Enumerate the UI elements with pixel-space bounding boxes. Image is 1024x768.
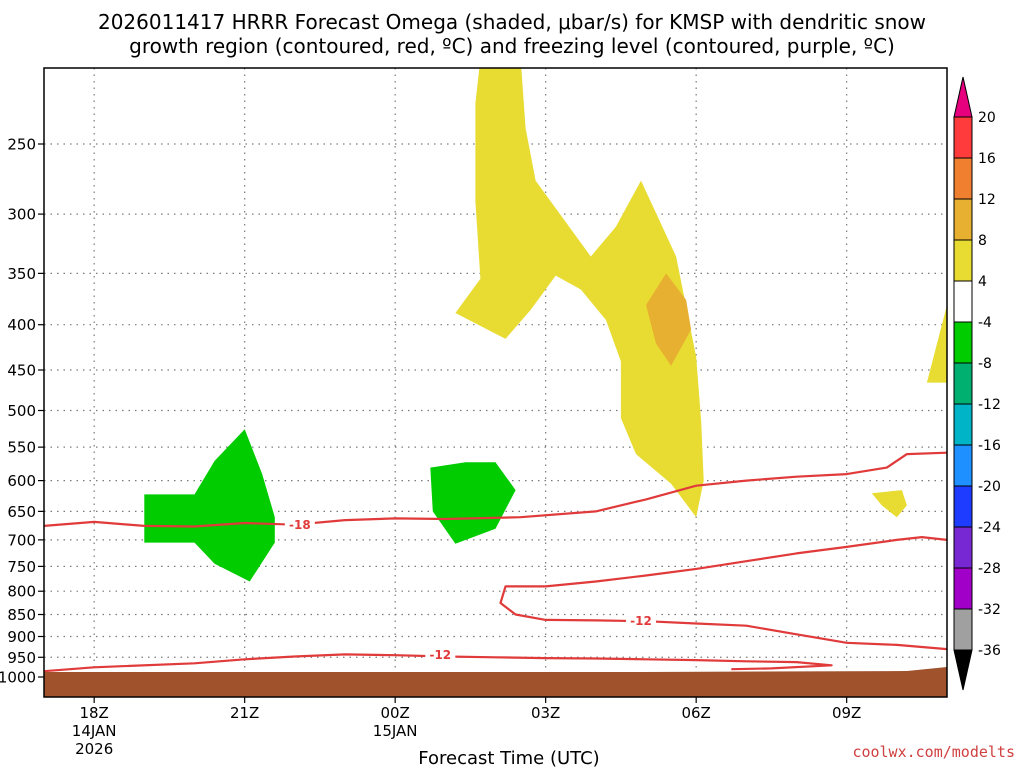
- x-tick-label-09Z: 09Z: [832, 704, 861, 722]
- y-tick-label-400: 400: [7, 316, 36, 334]
- colorbar-label-2: 12: [978, 192, 996, 208]
- x-tick-label-00Z: 00Z: [380, 704, 409, 722]
- x-tick-label-18Z: 18Z: [79, 704, 108, 722]
- contour-label-0: -18: [289, 518, 311, 532]
- contour-label-1: -12: [630, 614, 652, 628]
- colorbar-label-11: -28: [978, 561, 1001, 577]
- x-tick-year-18Z: 2026: [75, 740, 113, 758]
- contour-label-bg-0: [284, 516, 315, 532]
- x-tick-date-00Z: 15JAN: [373, 722, 418, 740]
- colorbar: 20 16 12 8 4 -4 -8 -12 -16 -20 -24 -28 -32 -36: [953, 76, 1001, 691]
- y-tick-label-750: 750: [7, 558, 36, 576]
- colorbar-segment-10: [953, 526, 973, 569]
- y-tick-label-300: 300: [7, 206, 36, 224]
- colorbar-label-6: -8: [978, 356, 992, 372]
- colorbar-label-1: 16: [978, 151, 996, 167]
- colorbar-label-4: 4: [978, 274, 987, 290]
- colorbar-segment-4: [953, 280, 973, 323]
- y-tick-label-950: 950: [7, 649, 36, 667]
- plot-frame: [43, 67, 948, 698]
- colorbar-label-7: -12: [978, 397, 1001, 413]
- y-tick-label-450: 450: [7, 361, 36, 379]
- upward-motion-core: [646, 273, 692, 366]
- chart-title-line-2: growth region (contoured, red, ºC) and f…: [129, 34, 895, 58]
- x-tick-label-06Z: 06Z: [681, 704, 710, 722]
- omega-shading: [144, 68, 947, 582]
- colorbar-label-13: -36: [978, 643, 1001, 659]
- y-tick-label-600: 600: [7, 472, 36, 490]
- colorbar-segment-1: [953, 157, 973, 200]
- colorbar-top-arrow: [953, 76, 973, 118]
- x-tick-label-21Z: 21Z: [230, 704, 259, 722]
- upward-motion-small: [871, 490, 907, 518]
- colorbar-segment-9: [953, 485, 973, 528]
- ground-surface: [44, 667, 947, 697]
- colorbar-label-3: 8: [978, 233, 987, 249]
- temperature-contour-1: [499, 535, 947, 651]
- temperature-contour-2: [44, 653, 833, 673]
- colorbar-label-5: -4: [978, 315, 992, 331]
- x-tick-date-18Z: 14JAN: [72, 722, 117, 740]
- y-tick-label-1000: 1000: [0, 669, 36, 687]
- colorbar-label-10: -24: [978, 520, 1001, 536]
- y-tick-label-850: 850: [7, 606, 36, 624]
- colorbar-label-9: -20: [978, 479, 1001, 495]
- sinking-motion-1: [144, 429, 275, 582]
- y-tick-label-800: 800: [7, 583, 36, 601]
- y-tick-label-900: 900: [7, 628, 36, 646]
- colorbar-segment-5: [953, 321, 973, 364]
- y-tick-label-500: 500: [7, 402, 36, 420]
- sinking-motion-2: [430, 462, 516, 544]
- contour-label-2: -12: [429, 648, 451, 662]
- contour-label-bg-2: [425, 646, 456, 662]
- colorbar-label-0: 20: [978, 110, 996, 126]
- upward-motion-main: [455, 68, 704, 518]
- y-tick-label-250: 250: [7, 136, 36, 154]
- colorbar-segment-8: [953, 444, 973, 487]
- upward-motion-right: [926, 305, 947, 383]
- colorbar-label-8: -16: [978, 438, 1001, 454]
- y-tick-label-650: 650: [7, 503, 36, 521]
- chart-title-line-1: 2026011417 HRRR Forecast Omega (shaded, …: [98, 10, 926, 34]
- temperature-contour-0: [44, 451, 947, 528]
- x-axis-label: Forecast Time (UTC): [418, 748, 599, 768]
- colorbar-segment-2: [953, 198, 973, 241]
- colorbar-segment-6: [953, 362, 973, 405]
- colorbar-segment-12: [953, 608, 973, 651]
- y-tick-label-700: 700: [7, 531, 36, 549]
- colorbar-label-12: -32: [978, 602, 1001, 618]
- temperature-contours: -18 -12 -12: [44, 451, 947, 673]
- colorbar-segment-11: [953, 567, 973, 610]
- colorbar-bottom-arrow: [953, 649, 973, 691]
- x-tick-label-03Z: 03Z: [531, 704, 560, 722]
- colorbar-segment-3: [953, 239, 973, 282]
- y-tick-label-550: 550: [7, 439, 36, 457]
- contour-label-bg-1: [625, 612, 656, 628]
- source-credit: coolwx.com/modelts: [852, 743, 1015, 761]
- y-axis: 250 300 350 400 450 500 550 600 650 700 750 800 850 9…: [0, 136, 44, 687]
- colorbar-segment-0: [953, 116, 973, 159]
- y-tick-label-350: 350: [7, 265, 36, 283]
- colorbar-segment-7: [953, 403, 973, 446]
- ground-layer: [44, 667, 947, 697]
